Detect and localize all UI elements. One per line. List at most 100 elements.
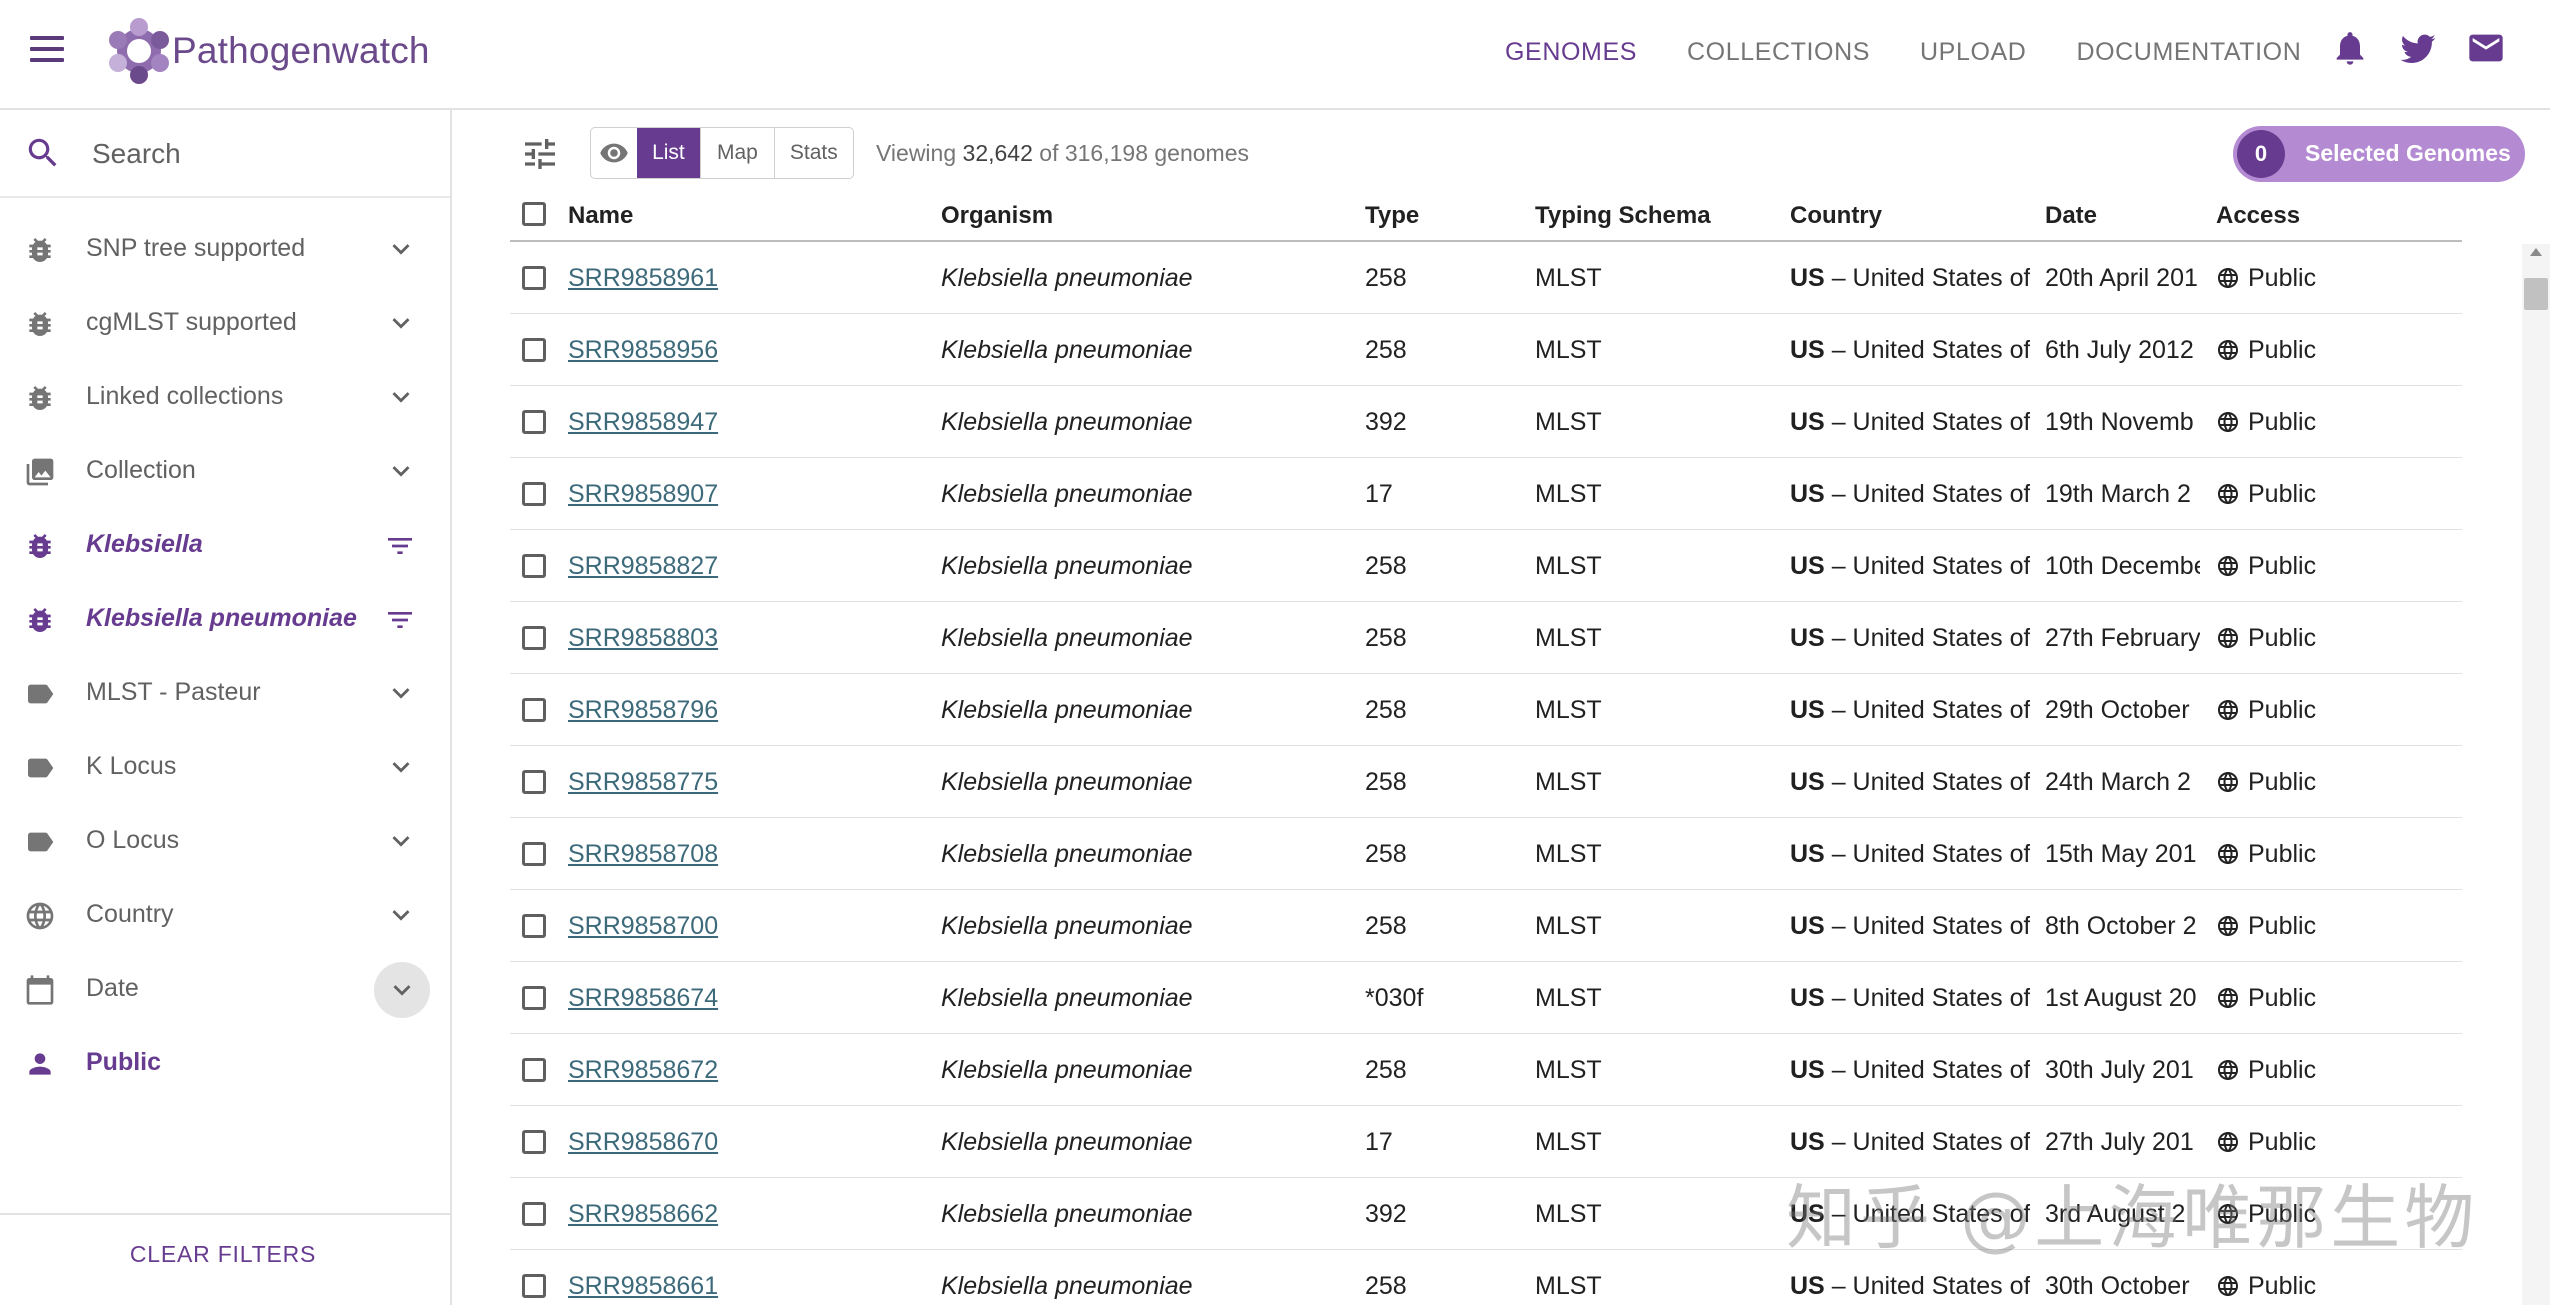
genome-name-link[interactable]: SRR9858661 bbox=[568, 1272, 719, 1300]
table-row[interactable]: SRR9858947 Klebsiella pneumoniae 392 MLST US… bbox=[510, 386, 2462, 458]
view-map-button[interactable]: Map bbox=[700, 128, 773, 178]
twitter-icon[interactable] bbox=[2398, 28, 2438, 68]
view-stats-button[interactable]: Stats bbox=[773, 128, 853, 178]
row-checkbox[interactable] bbox=[522, 266, 546, 290]
mail-icon[interactable] bbox=[2466, 28, 2506, 68]
chevron-down-icon[interactable] bbox=[384, 380, 418, 414]
typing-schema-cell: MLST bbox=[1535, 408, 1602, 436]
pathogenwatch-logo-icon[interactable] bbox=[106, 18, 172, 84]
filter-list-icon[interactable] bbox=[382, 604, 418, 636]
selected-genomes-button[interactable]: 0 Selected Genomes bbox=[2233, 126, 2525, 182]
filter-list-icon[interactable] bbox=[382, 530, 418, 562]
filter-klebsiella[interactable]: Klebsiella bbox=[0, 508, 450, 582]
filter-collection[interactable]: Collection bbox=[0, 434, 450, 508]
clear-filters-button[interactable]: CLEAR FILTERS bbox=[129, 1241, 317, 1267]
column-header-access[interactable]: Access bbox=[2216, 202, 2301, 229]
filter-cgmlst-supported[interactable]: cgMLST supported bbox=[0, 286, 450, 360]
table-row[interactable]: SRR9858775 Klebsiella pneumoniae 258 MLST US… bbox=[510, 746, 2462, 818]
chevron-down-button[interactable] bbox=[374, 962, 430, 1018]
nav-upload[interactable]: UPLOAD bbox=[1920, 37, 2027, 66]
row-checkbox[interactable] bbox=[522, 842, 546, 866]
row-checkbox[interactable] bbox=[522, 554, 546, 578]
column-header-typing-schema[interactable]: Typing Schema bbox=[1535, 202, 1711, 229]
filter-mlst-pasteur[interactable]: MLST - Pasteur bbox=[0, 656, 450, 730]
brand-name[interactable]: Pathogenwatch bbox=[172, 30, 430, 71]
table-row[interactable]: SRR9858907 Klebsiella pneumoniae 17 MLST US … bbox=[510, 458, 2462, 530]
row-checkbox[interactable] bbox=[522, 1058, 546, 1082]
filter-klebsiella-pneumoniae[interactable]: Klebsiella pneumoniae bbox=[0, 582, 450, 656]
genome-name-link[interactable]: SRR9858662 bbox=[568, 1200, 719, 1228]
row-checkbox[interactable] bbox=[522, 914, 546, 938]
column-header-organism[interactable]: Organism bbox=[941, 202, 1054, 229]
genome-name-link[interactable]: SRR9858672 bbox=[568, 1056, 719, 1084]
chevron-down-icon[interactable] bbox=[384, 454, 418, 488]
scroll-thumb[interactable] bbox=[2524, 278, 2548, 310]
table-row[interactable]: SRR9858708 Klebsiella pneumoniae 258 MLST US… bbox=[510, 818, 2462, 890]
column-header-type[interactable]: Type bbox=[1365, 202, 1420, 229]
column-header-country[interactable]: Country bbox=[1790, 202, 1882, 229]
filter-k-locus[interactable]: K Locus bbox=[0, 730, 450, 804]
chevron-down-icon[interactable] bbox=[384, 824, 418, 858]
menu-icon[interactable] bbox=[30, 36, 64, 64]
genome-name-link[interactable]: SRR9858670 bbox=[568, 1128, 719, 1156]
chevron-down-icon[interactable] bbox=[384, 232, 418, 266]
filter-o-locus[interactable]: O Locus bbox=[0, 804, 450, 878]
genome-name-link[interactable]: SRR9858907 bbox=[568, 480, 719, 508]
chevron-down-icon[interactable] bbox=[384, 750, 418, 784]
visibility-icon[interactable] bbox=[591, 128, 637, 178]
row-checkbox[interactable] bbox=[522, 1202, 546, 1226]
table-row[interactable]: SRR9858662 Klebsiella pneumoniae 392 MLST US… bbox=[510, 1178, 2462, 1250]
table-row[interactable]: SRR9858796 Klebsiella pneumoniae 258 MLST US… bbox=[510, 674, 2462, 746]
filter-country[interactable]: Country bbox=[0, 878, 450, 952]
genome-name-link[interactable]: SRR9858708 bbox=[568, 840, 719, 868]
nav-genomes[interactable]: GENOMES bbox=[1505, 37, 1637, 66]
row-checkbox[interactable] bbox=[522, 626, 546, 650]
row-checkbox[interactable] bbox=[522, 1130, 546, 1154]
genome-name-link[interactable]: SRR9858700 bbox=[568, 912, 719, 940]
table-row[interactable]: SRR9858661 Klebsiella pneumoniae 258 MLST US… bbox=[510, 1250, 2462, 1305]
genome-name-link[interactable]: SRR9858947 bbox=[568, 408, 719, 436]
filter-label: Linked collections bbox=[86, 382, 284, 410]
table-row[interactable]: SRR9858956 Klebsiella pneumoniae 258 MLST US… bbox=[510, 314, 2462, 386]
search-input[interactable] bbox=[90, 130, 424, 178]
genome-name-link[interactable]: SRR9858775 bbox=[568, 768, 719, 796]
scrollbar[interactable] bbox=[2522, 244, 2550, 1305]
column-header-name[interactable]: Name bbox=[568, 202, 634, 229]
table-row[interactable]: SRR9858803 Klebsiella pneumoniae 258 MLST US… bbox=[510, 602, 2462, 674]
filter-public[interactable]: Public bbox=[0, 1026, 450, 1100]
nav-collections[interactable]: COLLECTIONS bbox=[1687, 37, 1871, 66]
row-checkbox[interactable] bbox=[522, 986, 546, 1010]
table-row[interactable]: SRR9858961 Klebsiella pneumoniae 258 MLST US… bbox=[510, 242, 2462, 314]
chevron-down-icon[interactable] bbox=[384, 676, 418, 710]
row-checkbox[interactable] bbox=[522, 338, 546, 362]
chevron-down-icon[interactable] bbox=[384, 898, 418, 932]
select-all-checkbox[interactable] bbox=[522, 202, 546, 226]
filter-snp-tree-supported[interactable]: SNP tree supported bbox=[0, 212, 450, 286]
row-checkbox[interactable] bbox=[522, 410, 546, 434]
genome-name-link[interactable]: SRR9858827 bbox=[568, 552, 719, 580]
row-checkbox[interactable] bbox=[522, 1274, 546, 1298]
genome-name-link[interactable]: SRR9858674 bbox=[568, 984, 719, 1012]
table-row[interactable]: SRR9858672 Klebsiella pneumoniae 258 MLST US… bbox=[510, 1034, 2462, 1106]
row-checkbox[interactable] bbox=[522, 482, 546, 506]
filter-date[interactable]: Date bbox=[0, 952, 450, 1026]
genome-name-link[interactable]: SRR9858796 bbox=[568, 696, 719, 724]
genome-name-link[interactable]: SRR9858803 bbox=[568, 624, 719, 652]
row-checkbox[interactable] bbox=[522, 698, 546, 722]
filter-linked-collections[interactable]: Linked collections bbox=[0, 360, 450, 434]
notification-bell-icon[interactable] bbox=[2330, 28, 2370, 68]
row-checkbox[interactable] bbox=[522, 770, 546, 794]
nav-documentation[interactable]: DOCUMENTATION bbox=[2076, 37, 2302, 66]
genome-name-link[interactable]: SRR9858961 bbox=[568, 264, 719, 292]
table-row[interactable]: SRR9858670 Klebsiella pneumoniae 17 MLST US … bbox=[510, 1106, 2462, 1178]
tune-icon[interactable] bbox=[520, 134, 560, 174]
filter-label: cgMLST supported bbox=[86, 308, 297, 336]
table-row[interactable]: SRR9858674 Klebsiella pneumoniae *030f MLST… bbox=[510, 962, 2462, 1034]
table-row[interactable]: SRR9858700 Klebsiella pneumoniae 258 MLST US… bbox=[510, 890, 2462, 962]
genome-name-link[interactable]: SRR9858956 bbox=[568, 336, 719, 364]
chevron-down-icon[interactable] bbox=[384, 306, 418, 340]
column-header-date[interactable]: Date bbox=[2045, 202, 2098, 229]
scroll-up-arrow-icon[interactable] bbox=[2530, 248, 2542, 256]
view-list-button[interactable]: List bbox=[636, 128, 701, 178]
table-row[interactable]: SRR9858827 Klebsiella pneumoniae 258 MLST US… bbox=[510, 530, 2462, 602]
